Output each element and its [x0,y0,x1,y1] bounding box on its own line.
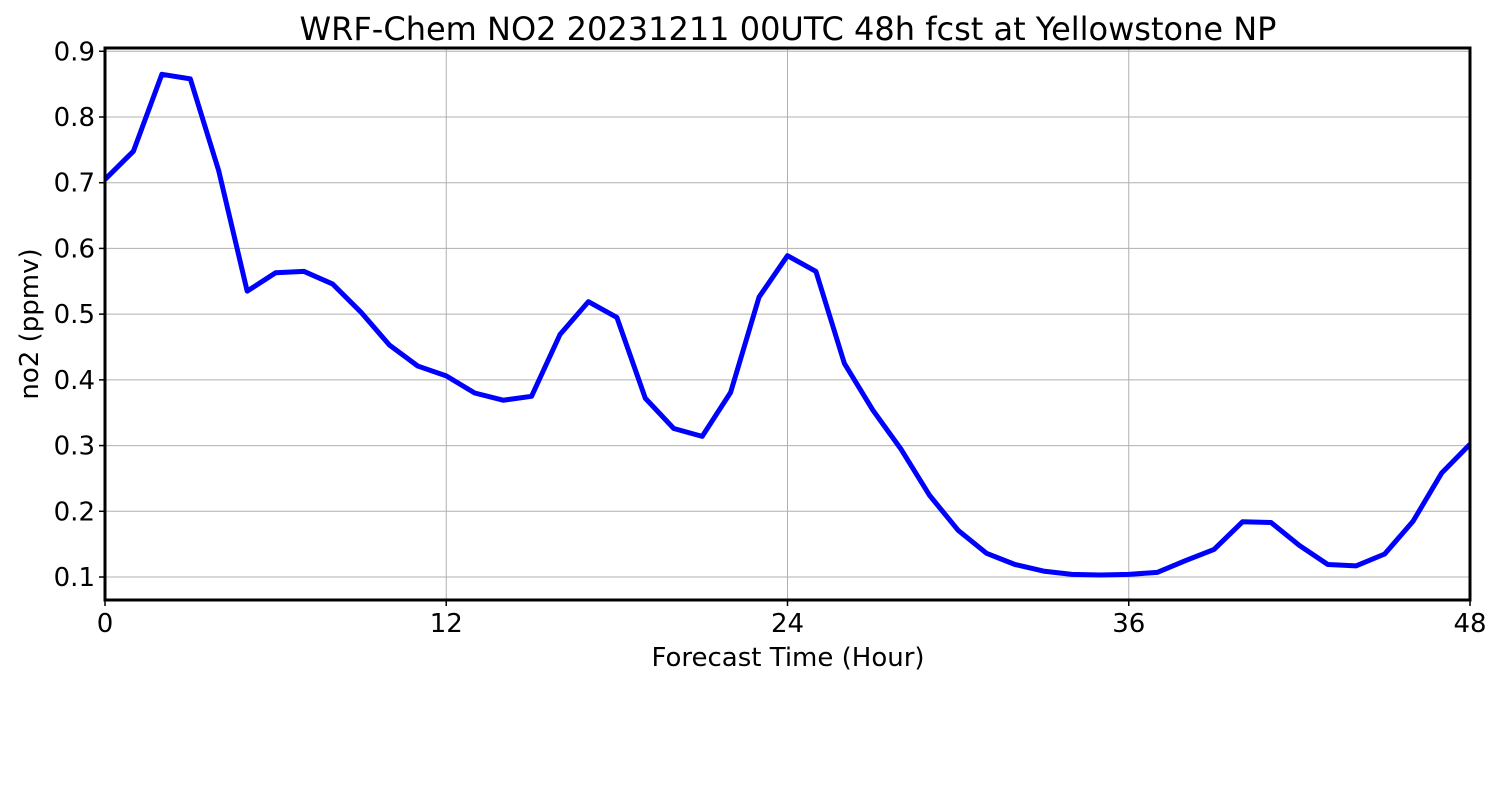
x-tick-label: 36 [1112,609,1145,639]
y-tick-label: 0.9 [54,37,95,67]
no2-series-line [103,71,1472,578]
x-tick-label: 48 [1453,609,1486,639]
x-tick-label: 24 [771,609,804,639]
grid-lines [104,48,1471,600]
x-axis: 0 12 24 36 48 [97,600,1487,639]
y-tick-label: 0.1 [54,563,95,593]
y-axis: 0.1 0.2 0.3 0.4 0.5 0.6 0.7 0.8 0.9 [54,37,105,593]
y-tick-label: 0.5 [54,300,95,330]
y-tick-label: 0.4 [54,366,95,396]
x-tick-label: 0 [97,609,114,639]
y-tick-label: 0.8 [54,103,95,133]
y-axis-label: no2 (ppmv) [15,248,45,399]
y-tick-label: 0.6 [54,234,95,264]
series-layer [103,71,1472,578]
y-tick-label: 0.7 [54,169,95,199]
chart-title: WRF-Chem NO2 20231211 00UTC 48h fcst at … [300,10,1277,48]
x-tick-label: 12 [430,609,463,639]
x-axis-label: Forecast Time (Hour) [651,643,924,673]
y-tick-label: 0.2 [54,497,95,527]
y-tick-label: 0.3 [54,432,95,462]
